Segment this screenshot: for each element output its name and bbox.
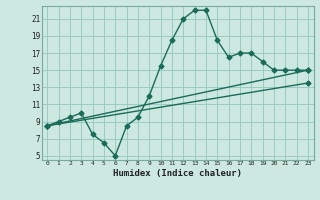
X-axis label: Humidex (Indice chaleur): Humidex (Indice chaleur): [113, 169, 242, 178]
